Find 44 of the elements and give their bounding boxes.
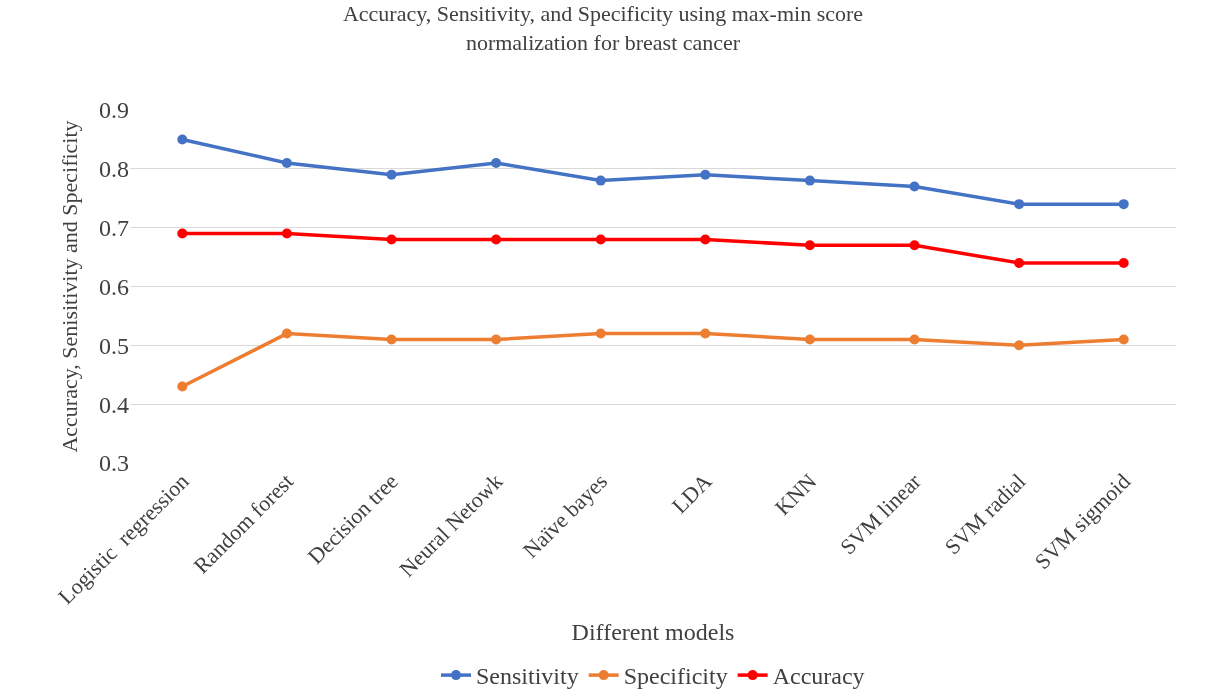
point <box>177 228 188 239</box>
legend-label: Specificity <box>623 663 728 690</box>
y-tick-label: 0.8 <box>99 156 129 183</box>
point <box>909 240 920 251</box>
point <box>1118 257 1129 268</box>
point <box>700 328 711 339</box>
point <box>804 175 815 186</box>
legend-label: Accuracy <box>772 663 865 690</box>
point <box>1118 334 1129 345</box>
x-axis-title: Different models <box>571 619 735 646</box>
point <box>909 181 920 192</box>
legend-label: Sensitivity <box>476 663 579 690</box>
point <box>491 157 502 168</box>
point <box>595 175 606 186</box>
point <box>595 234 606 245</box>
point <box>595 328 606 339</box>
y-tick-label: 0.4 <box>99 391 129 418</box>
point <box>491 334 502 345</box>
point <box>700 169 711 180</box>
point <box>281 328 292 339</box>
chart-title: Accuracy, Sensitivity, and Specificity using max-min score normalization for breast cancer <box>342 0 864 55</box>
point <box>909 334 920 345</box>
point <box>1014 257 1025 268</box>
y-tick-label: 0.7 <box>99 215 129 242</box>
point <box>1014 340 1025 351</box>
point <box>1118 199 1129 210</box>
point <box>804 240 815 251</box>
point <box>491 234 502 245</box>
point <box>281 228 292 239</box>
point <box>386 234 397 245</box>
x-tick-label: LDA <box>666 468 717 519</box>
point <box>386 169 397 180</box>
point <box>804 334 815 345</box>
y-axis-title: Accuracy, Senisitivity and Specificity <box>56 120 82 453</box>
point <box>1014 199 1025 210</box>
y-tick-label: 0.3 <box>99 450 129 477</box>
point <box>177 381 188 392</box>
y-tick-label: 0.9 <box>99 97 129 124</box>
y-tick-label: 0.5 <box>99 332 129 359</box>
y-tick-label: 0.6 <box>99 273 129 300</box>
point <box>281 157 292 168</box>
point <box>700 234 711 245</box>
point <box>386 334 397 345</box>
point <box>177 134 188 145</box>
